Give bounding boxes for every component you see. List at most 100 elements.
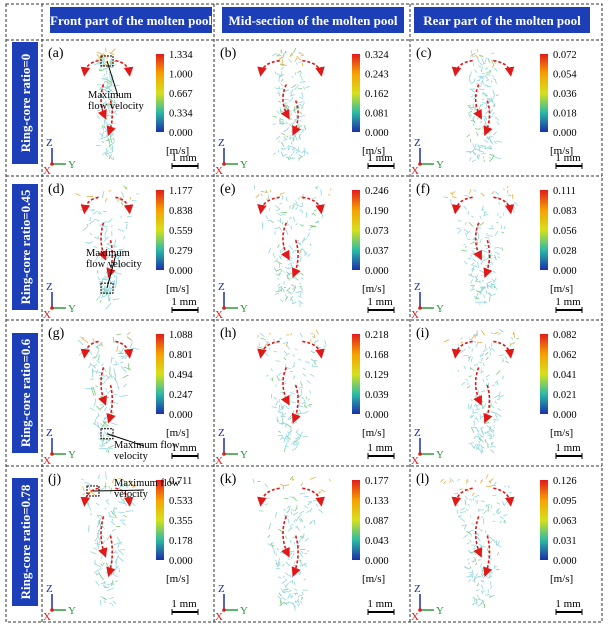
panel-label: (f) xyxy=(416,182,430,197)
velocity-vector xyxy=(111,224,113,228)
velocity-vector xyxy=(453,210,456,213)
panel-f: (f) 0.111 0.083 0.056 0.028 0.000 [m/s]1 mm Z X Y xyxy=(411,182,583,321)
velocity-vector xyxy=(291,285,297,291)
velocity-vector xyxy=(496,398,501,401)
velocity-vector xyxy=(97,211,101,215)
velocity-vector xyxy=(91,386,94,390)
velocity-vector xyxy=(298,405,304,407)
velocity-vector xyxy=(471,285,475,289)
flow-arrows xyxy=(451,340,515,424)
velocity-vector xyxy=(477,599,484,601)
flow-arrow xyxy=(483,100,493,136)
flow-arrow xyxy=(257,340,280,359)
y-axis-label: Y xyxy=(436,449,444,461)
velocity-vector xyxy=(281,580,287,584)
x-axis-label: X xyxy=(411,165,419,177)
flow-arrow xyxy=(98,222,107,261)
velocity-field xyxy=(77,331,140,453)
colorbar-tick-label: 0.000 xyxy=(365,556,389,567)
velocity-vector xyxy=(108,511,112,517)
velocity-vector xyxy=(307,549,309,553)
panel-k: (k) 0.177 0.133 0.087 0.043 0.000 [m/s] 1 mm Z X Y xyxy=(215,472,395,623)
velocity-vector xyxy=(299,96,304,99)
velocity-vector xyxy=(473,153,477,156)
velocity-vector xyxy=(97,276,101,281)
velocity-vector xyxy=(270,543,274,548)
velocity-vector xyxy=(277,244,280,248)
velocity-vector xyxy=(280,391,284,393)
velocity-vector xyxy=(470,443,475,449)
velocity-vector xyxy=(101,190,105,199)
velocity-vector xyxy=(295,151,298,154)
velocity-vector xyxy=(489,108,493,115)
colorbar-tick-label: 0.334 xyxy=(169,109,193,120)
velocity-vector xyxy=(480,370,484,374)
velocity-vector xyxy=(496,540,501,547)
velocity-vector xyxy=(465,509,469,511)
velocity-vector xyxy=(278,100,281,103)
velocity-vector xyxy=(118,482,122,492)
velocity-vector xyxy=(477,225,482,229)
velocity-vector xyxy=(283,139,286,141)
velocity-vector xyxy=(323,345,327,348)
z-axis-label: Z xyxy=(414,427,421,439)
velocity-vector xyxy=(123,383,127,388)
velocity-vector xyxy=(118,262,121,269)
velocity-vector xyxy=(281,59,284,64)
velocity-vector xyxy=(278,430,281,433)
velocity-vector xyxy=(290,112,293,117)
velocity-vector xyxy=(291,401,296,404)
velocity-vector xyxy=(113,393,118,396)
colorbar-tick-label: 0.000 xyxy=(553,128,577,139)
velocity-vector xyxy=(292,536,296,539)
colorbar-tick-label: 0.081 xyxy=(365,109,389,120)
velocity-vector xyxy=(265,353,269,357)
velocity-vector xyxy=(463,365,467,370)
velocity-vector xyxy=(492,429,495,432)
unit-label: [m/s] xyxy=(166,283,189,295)
velocity-vector xyxy=(281,250,285,253)
velocity-vector xyxy=(318,491,322,494)
velocity-vector xyxy=(275,384,277,387)
velocity-vector xyxy=(291,53,293,57)
velocity-vector xyxy=(466,230,471,235)
velocity-vector xyxy=(480,438,484,443)
velocity-vector xyxy=(301,238,307,243)
velocity-field xyxy=(253,184,332,307)
velocity-vector xyxy=(492,539,496,542)
velocity-vector xyxy=(471,250,476,254)
velocity-vector xyxy=(95,502,100,506)
velocity-vector xyxy=(107,104,111,108)
velocity-vector xyxy=(497,256,501,258)
velocity-vector xyxy=(102,149,109,156)
velocity-vector xyxy=(472,267,474,272)
velocity-vector xyxy=(273,548,276,555)
flow-arrow xyxy=(292,100,301,136)
colorbar-tick-label: 0.247 xyxy=(169,390,193,401)
velocity-vector xyxy=(296,262,300,267)
velocity-vector xyxy=(492,277,497,284)
velocity-vector xyxy=(472,498,475,501)
velocity-vector xyxy=(121,191,125,198)
velocity-vector xyxy=(103,368,107,373)
velocity-vector xyxy=(287,423,292,428)
velocity-vector xyxy=(291,478,295,481)
velocity-vector xyxy=(469,515,472,518)
velocity-vector xyxy=(487,147,493,150)
velocity-vector xyxy=(290,225,293,230)
velocity-vector xyxy=(291,284,295,287)
velocity-vector xyxy=(281,63,287,66)
velocity-vector xyxy=(475,278,478,283)
velocity-vector xyxy=(491,154,495,160)
velocity-vector xyxy=(308,404,312,408)
velocity-vector xyxy=(92,364,98,367)
velocity-vector xyxy=(307,398,311,401)
velocity-vector xyxy=(281,141,285,147)
velocity-vector xyxy=(260,193,263,197)
velocity-vector xyxy=(277,283,281,287)
velocity-vector xyxy=(281,132,286,136)
velocity-vector xyxy=(495,221,499,224)
velocity-vector xyxy=(478,528,483,532)
velocity-vector xyxy=(482,510,488,515)
velocity-vector xyxy=(88,362,92,369)
